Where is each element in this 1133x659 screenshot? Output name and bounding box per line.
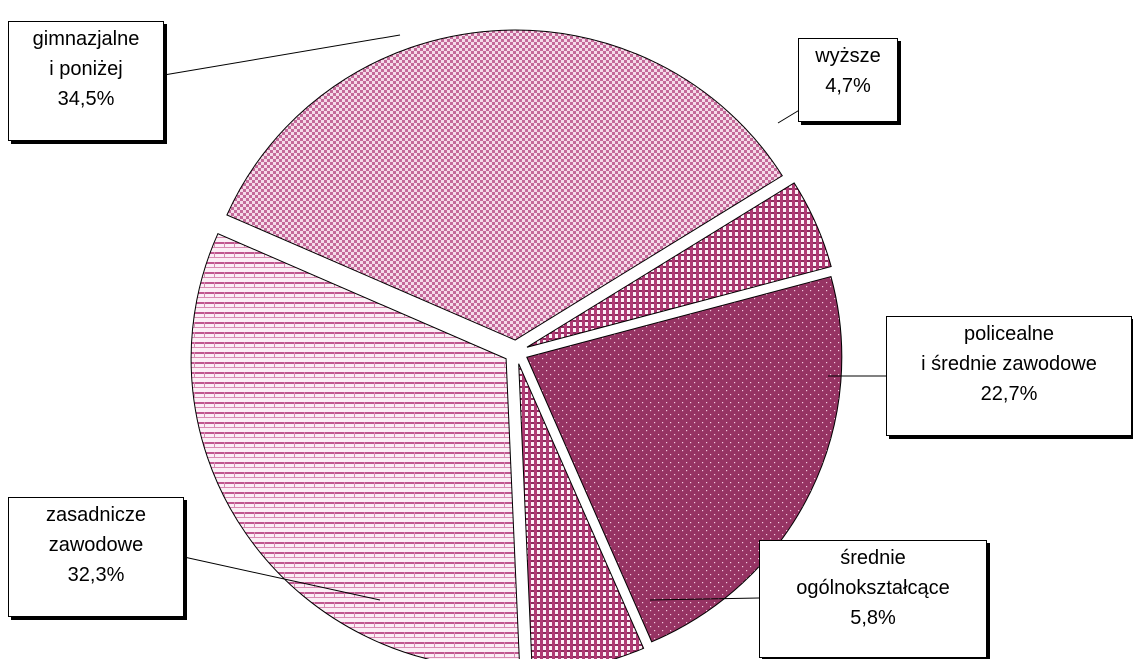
slice-label: zasadnicze zawodowe 32,3% bbox=[8, 497, 184, 617]
slice-label: policealne i średnie zawodowe 22,7% bbox=[886, 316, 1132, 436]
leader-line bbox=[163, 34, 401, 76]
slice-label-text: ogólnokształcące bbox=[796, 577, 950, 599]
slice-label-text: i poniżej bbox=[49, 58, 123, 80]
slice-label-text: wyższe bbox=[815, 45, 881, 67]
slice-value-label: 5,8% bbox=[850, 607, 896, 629]
leader-line bbox=[649, 597, 760, 601]
pie-slice bbox=[226, 29, 783, 341]
slice-label: gimnazjalne i poniżej 34,5% bbox=[8, 21, 164, 141]
slice-label-text: policealne bbox=[963, 323, 1055, 345]
slice-label-text: zawodowe bbox=[48, 534, 144, 556]
pie-slice bbox=[190, 233, 520, 659]
slice-value-label: 34,5% bbox=[57, 88, 115, 110]
slice-value-label: 4,7% bbox=[825, 75, 871, 97]
slice-value-label: 32,3% bbox=[67, 564, 125, 586]
slice-label: średnie ogólnokształcące 5,8% bbox=[759, 540, 987, 658]
slice-label-text: gimnazjalne bbox=[32, 28, 140, 50]
slice-value-label: 22,7% bbox=[980, 383, 1038, 405]
slice-label-text: średnie bbox=[840, 547, 906, 569]
slice-label: wyższe 4,7% bbox=[798, 38, 898, 122]
pie-slice bbox=[526, 182, 832, 348]
slice-label-text: i średnie zawodowe bbox=[921, 353, 1097, 375]
slice-label-text: zasadnicze bbox=[45, 504, 147, 526]
pie-slice bbox=[518, 363, 645, 659]
leader-line bbox=[183, 556, 381, 601]
